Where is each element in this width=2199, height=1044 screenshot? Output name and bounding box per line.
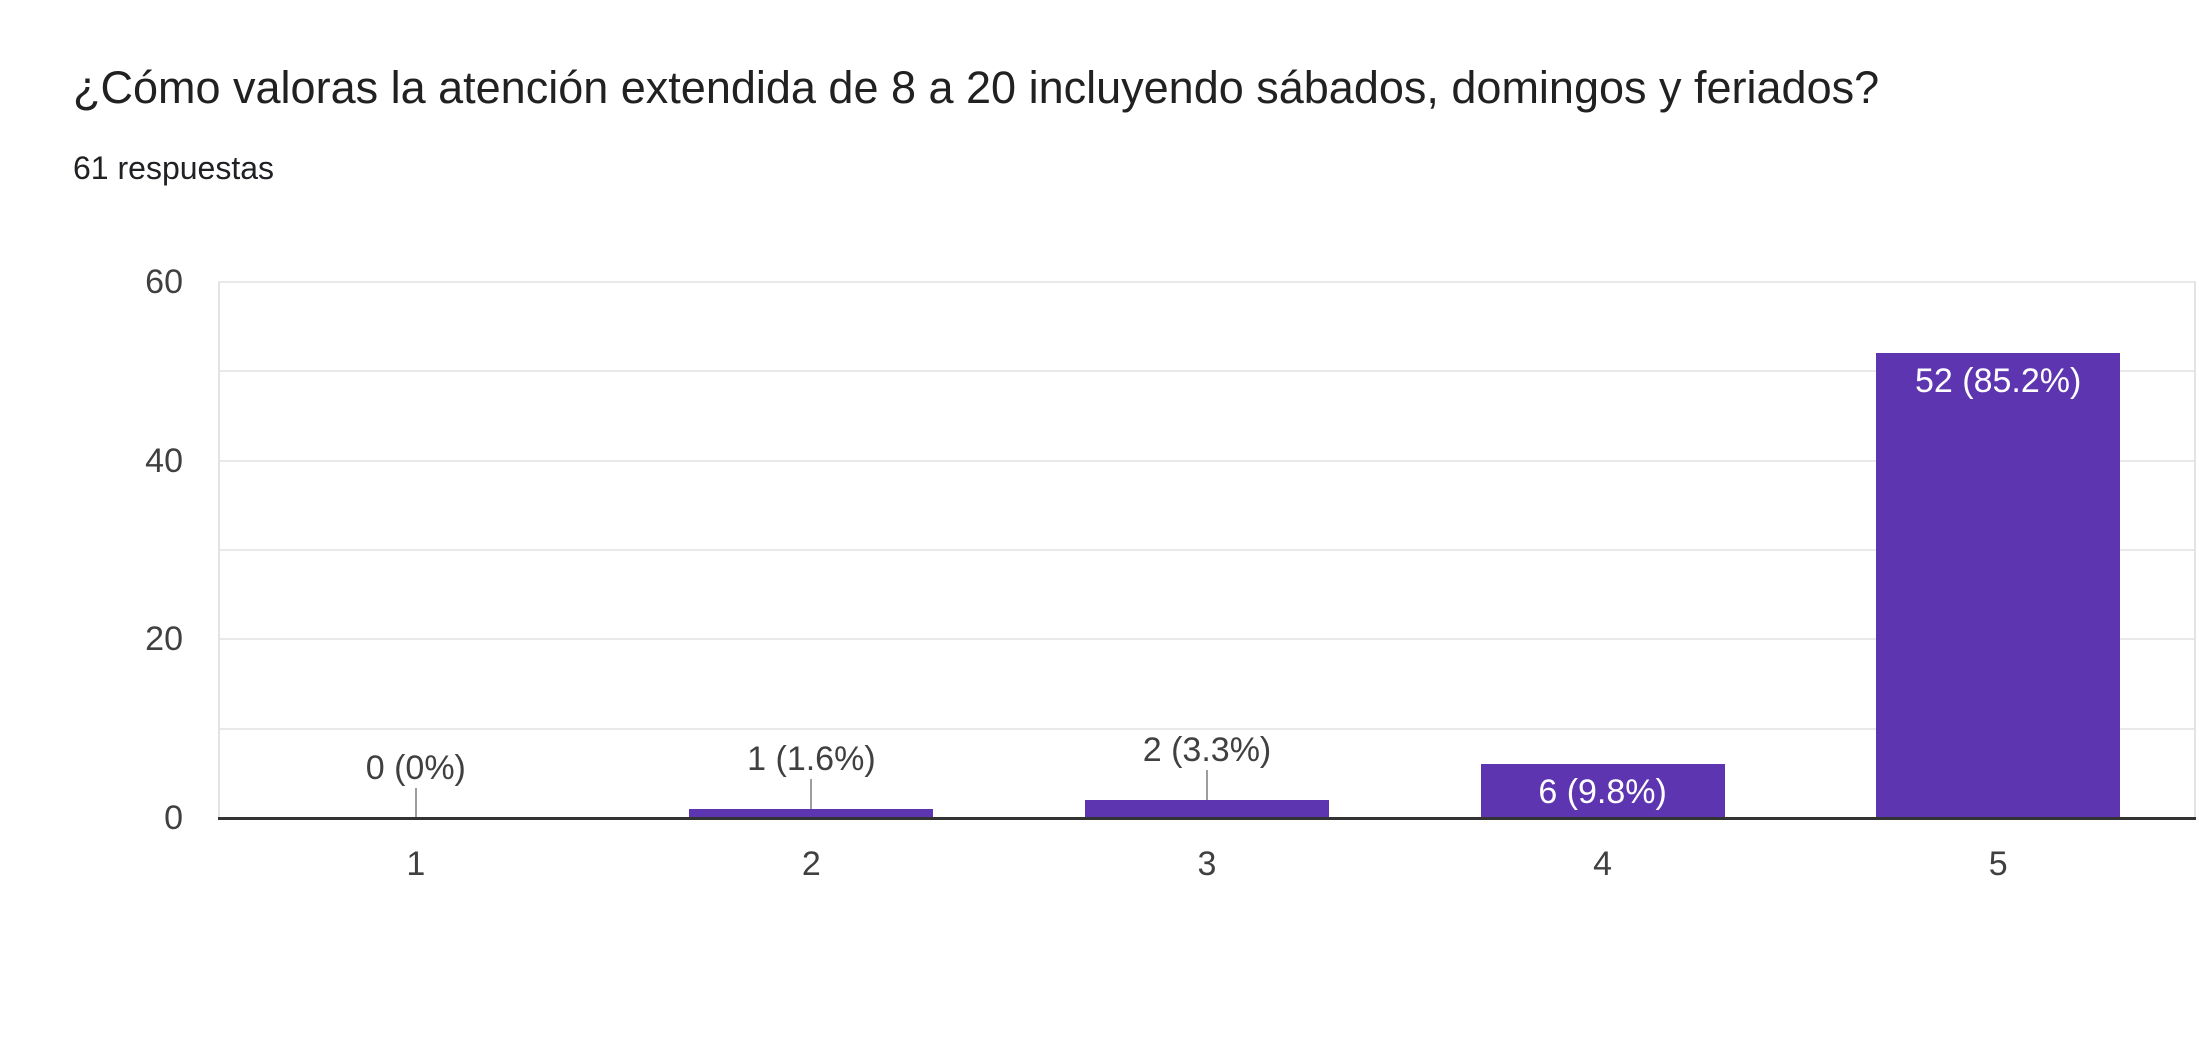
gridline-50 bbox=[218, 370, 2196, 373]
annotation-stem-2 bbox=[810, 779, 813, 810]
x-axis-label-1: 1 bbox=[406, 845, 426, 883]
bar-value-label-3: 2 (3.3%) bbox=[1142, 731, 1272, 770]
x-axis-label-5: 5 bbox=[1988, 845, 2008, 883]
bar-5 bbox=[1876, 353, 2120, 818]
question-title: ¿Cómo valoras la atención extendida de 8… bbox=[73, 62, 1880, 113]
plot-right-edge bbox=[2194, 282, 2196, 818]
gridline-30 bbox=[218, 549, 2196, 551]
y-axis-label-40: 40 bbox=[145, 441, 183, 480]
bar-value-label-1: 0 (0%) bbox=[365, 749, 466, 787]
gridline-10 bbox=[218, 727, 2196, 730]
x-axis-baseline bbox=[218, 817, 2196, 820]
y-axis-label-20: 20 bbox=[145, 620, 183, 659]
bar-value-label-4: 6 (9.8%) bbox=[1538, 773, 1667, 812]
gridline-20 bbox=[218, 638, 2196, 641]
response-count: 61 respuestas bbox=[73, 150, 275, 186]
gridline-60 bbox=[218, 281, 2196, 283]
annotation-stem-1 bbox=[414, 788, 417, 818]
x-axis-label-3: 3 bbox=[1197, 845, 1217, 883]
plot-left-edge bbox=[218, 282, 220, 818]
bar-4 bbox=[1481, 764, 1725, 818]
y-axis-label-60: 60 bbox=[145, 263, 183, 301]
x-axis-label-2: 2 bbox=[801, 845, 821, 883]
bar-2 bbox=[689, 809, 933, 818]
gridline-40 bbox=[218, 459, 2196, 462]
y-axis-label-0: 0 bbox=[164, 799, 183, 837]
x-axis-label-4: 4 bbox=[1593, 845, 1613, 883]
bar-3 bbox=[1085, 800, 1329, 818]
bar-value-label-2: 1 (1.6%) bbox=[747, 740, 876, 779]
bar-value-label-5: 52 (85.2%) bbox=[1915, 362, 2082, 401]
annotation-stem-3 bbox=[1206, 770, 1208, 801]
